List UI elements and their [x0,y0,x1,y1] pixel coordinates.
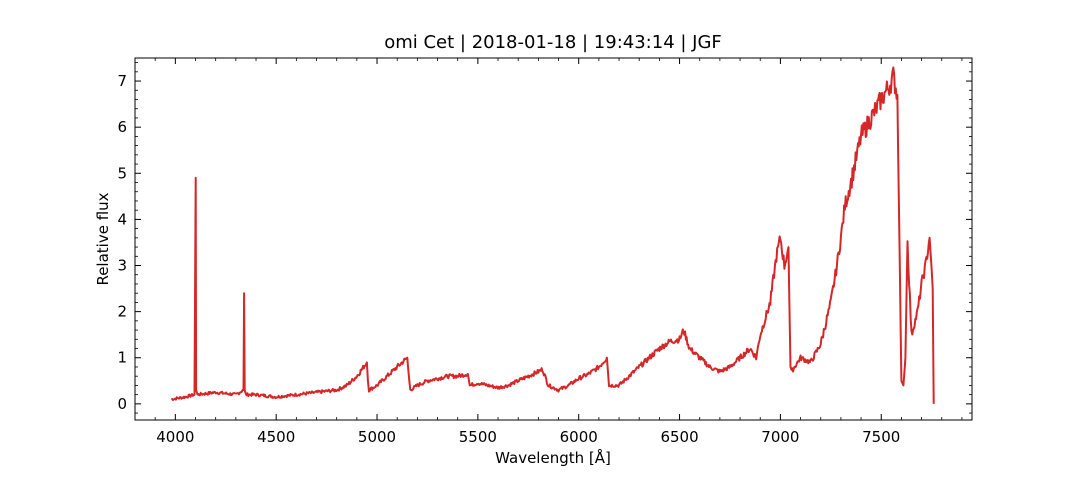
y-tick-label: 7 [117,72,127,90]
y-tick-label: 6 [117,118,127,136]
x-tick-label: 4500 [257,428,295,446]
x-tick-label: 7500 [862,428,900,446]
x-tick-label: 7000 [761,428,799,446]
x-tick-label: 4000 [156,428,194,446]
x-axis-title: Wavelength [Å] [495,448,611,467]
spectrum-line-series-0 [170,66,935,404]
chart-title: omi Cet | 2018-01-18 | 19:43:14 | JGF [384,32,722,53]
y-tick-label: 0 [117,395,127,413]
y-tick-label: 3 [117,257,127,275]
y-tick-label: 2 [117,303,127,321]
plot-frame [134,57,973,421]
x-tick-label: 6000 [560,428,598,446]
x-tick-label: 6500 [660,428,698,446]
x-tick-label: 5000 [358,428,396,446]
y-tick-label: 4 [117,210,127,228]
y-axis-title: Relative flux [94,192,112,285]
x-tick-label: 5500 [459,428,497,446]
y-tick-label: 1 [117,349,127,367]
y-tick-label: 5 [117,164,127,182]
